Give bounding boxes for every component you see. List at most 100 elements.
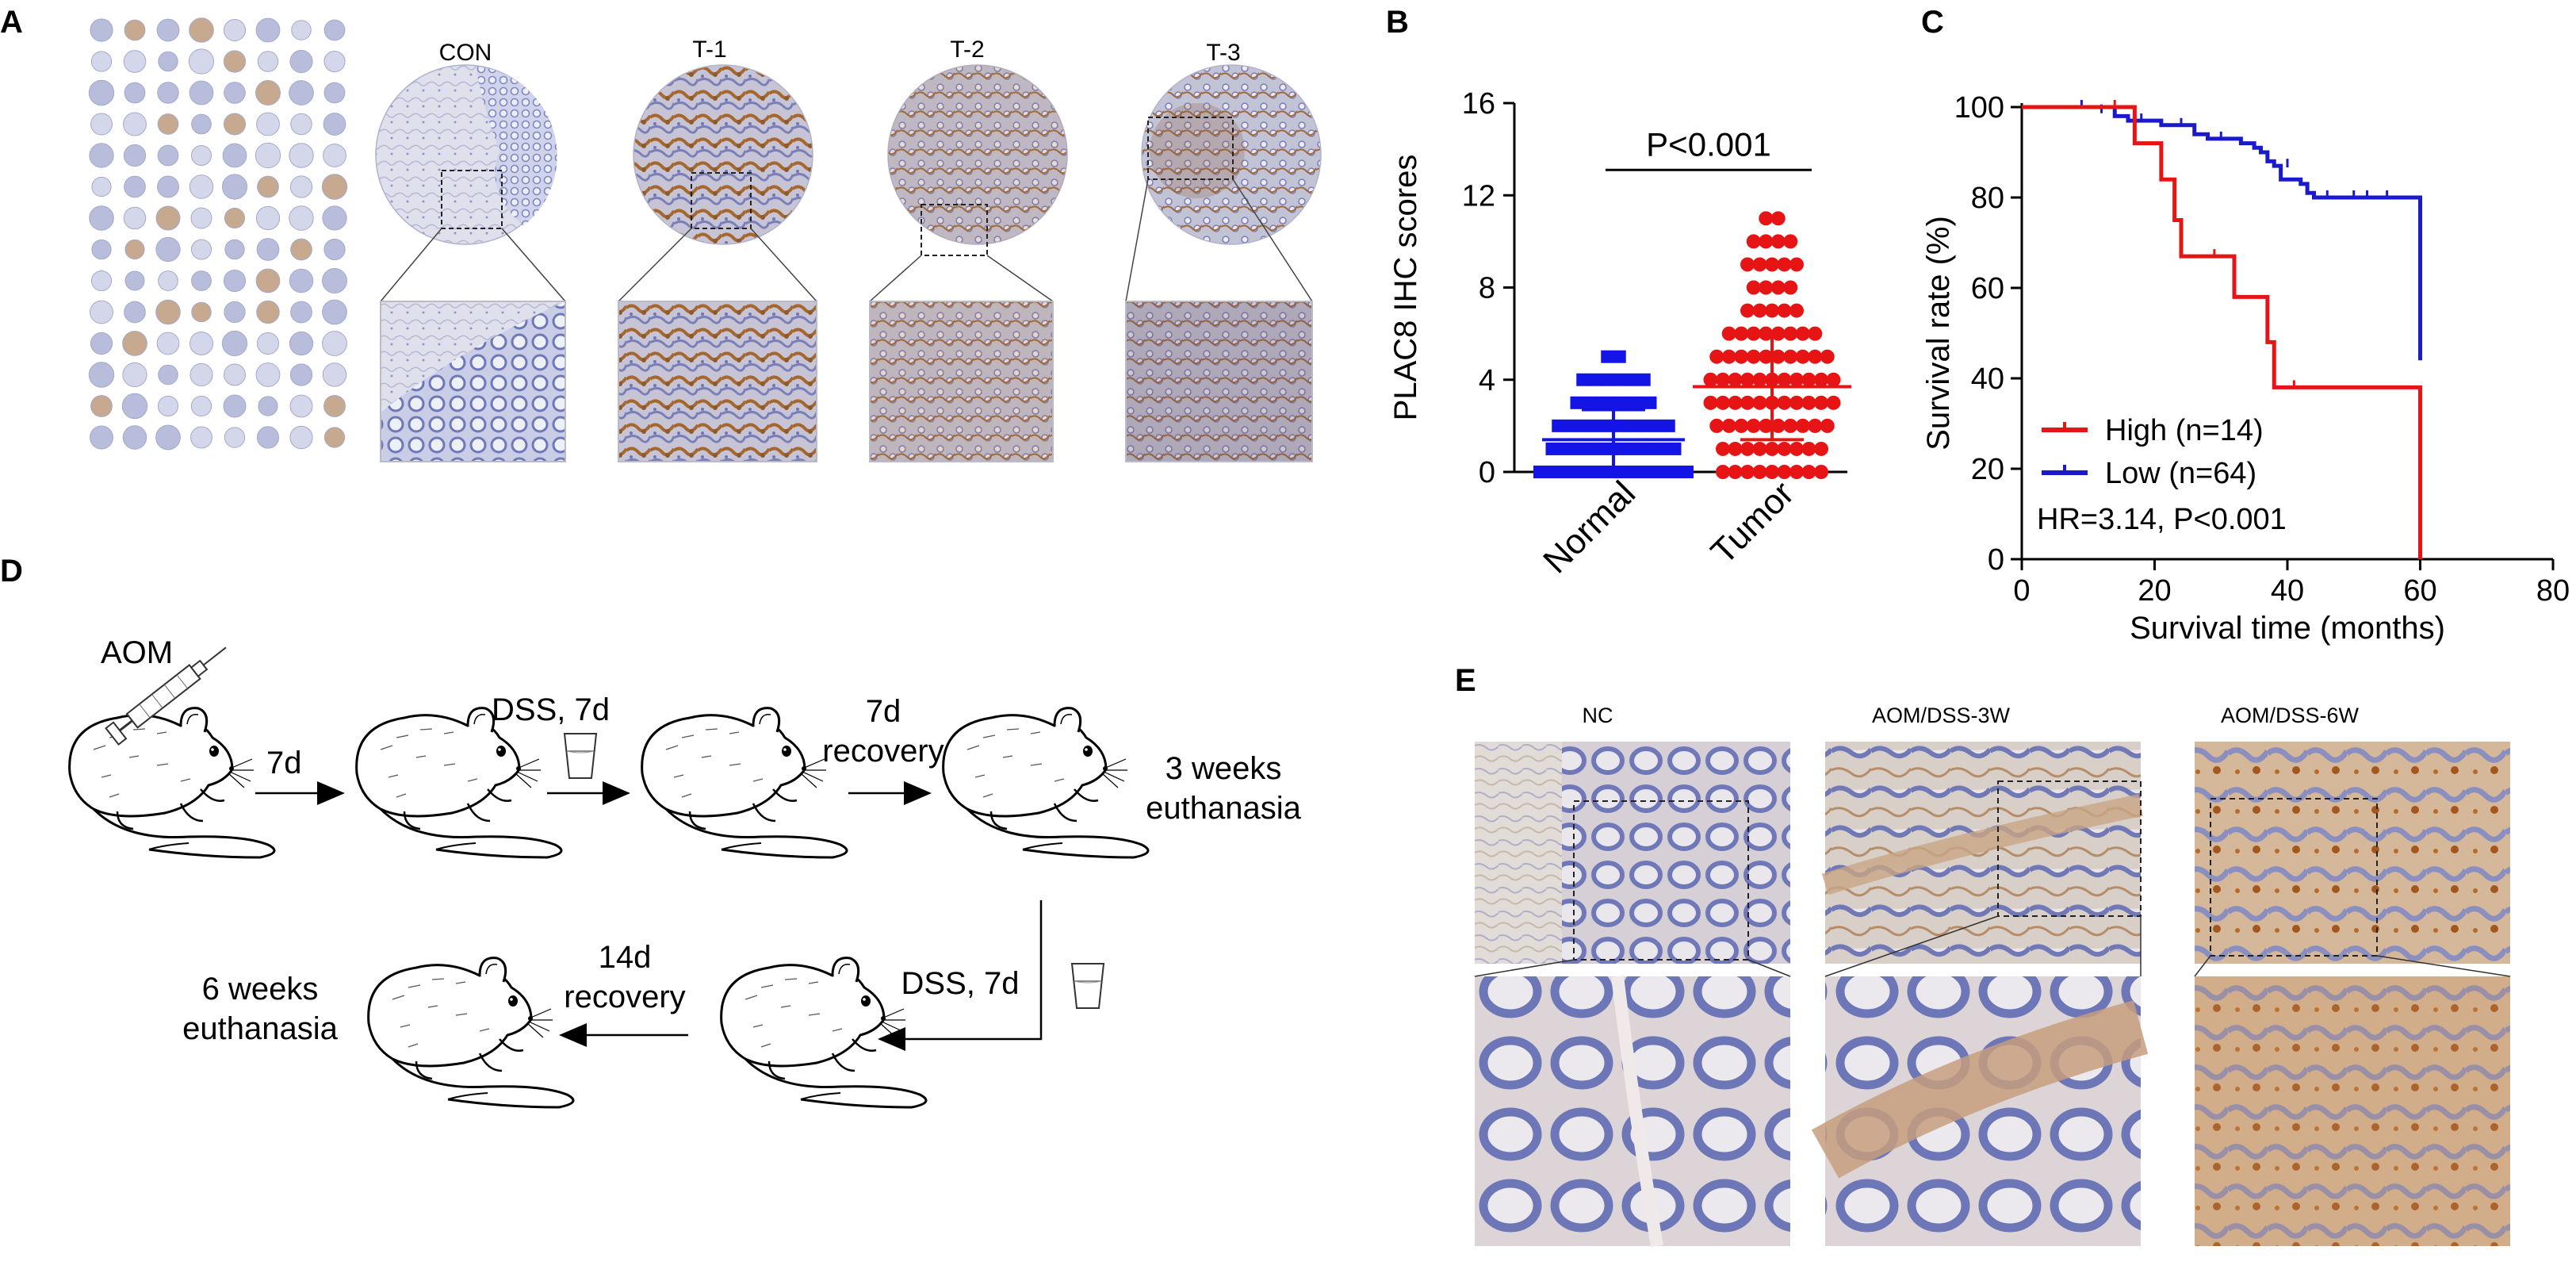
data-point: [1759, 349, 1774, 364]
x-tick-label: 80: [2536, 574, 2570, 608]
data-point: [1625, 419, 1639, 432]
tma-core: [255, 205, 281, 231]
data-point: [1662, 419, 1675, 432]
tma-core: [190, 239, 212, 260]
tma-core: [289, 80, 314, 105]
y-tick-label: 12: [1462, 179, 1495, 213]
tma-core: [289, 205, 314, 231]
data-point: [1759, 211, 1774, 226]
tma-core: [322, 268, 347, 293]
data-point: [1783, 349, 1798, 364]
tma-core: [90, 51, 113, 72]
data-point: [1619, 442, 1632, 455]
tma-core: [123, 144, 147, 167]
data-point: [1783, 280, 1798, 295]
data-point: [1558, 466, 1571, 478]
t2-zoom: [869, 301, 1054, 462]
col-label-6w: AOM/DSS-6W: [2220, 704, 2359, 727]
data-point: [1752, 395, 1767, 410]
tma-core: [190, 395, 212, 417]
tma-core: [256, 332, 280, 355]
data-point: [1740, 257, 1755, 272]
x-tick-label: Tumor: [1704, 474, 1801, 571]
panel-label-e: E: [1455, 663, 1476, 698]
data-point: [1759, 280, 1774, 295]
data-point: [1795, 349, 1810, 364]
data-point: [1765, 303, 1779, 318]
tma-core: [123, 112, 147, 136]
data-point: [1777, 441, 1792, 456]
tma-core: [90, 395, 113, 417]
data-point: [1777, 257, 1792, 272]
tma-core: [291, 20, 312, 40]
core-label-t1: T-1: [692, 36, 727, 63]
p-value-annotation: P<0.001: [1646, 125, 1771, 163]
data-point: [1594, 466, 1608, 478]
tma-core: [257, 175, 279, 198]
core-label-t3: T-3: [1206, 40, 1241, 66]
tma-core: [221, 330, 248, 357]
y-axis-label: Survival rate (%): [1921, 216, 1956, 451]
tma-core: [191, 301, 212, 323]
aom-dss-protocol-diagram: AOM 7d DSS, 7d 7d recovery 3 weeks eutha…: [68, 635, 1302, 1109]
data-point: [1789, 257, 1804, 272]
data-point: [1734, 349, 1749, 364]
data-point: [1613, 350, 1626, 363]
tma-core: [124, 301, 146, 324]
data-point: [1632, 396, 1644, 409]
tma-core: [191, 270, 212, 291]
endpoint-3-euthanasia: euthanasia: [1146, 791, 1301, 826]
tma-core: [257, 51, 279, 72]
data-point: [1703, 395, 1718, 410]
x-tick-label: 40: [2271, 574, 2304, 608]
data-point: [1814, 441, 1828, 456]
data-point: [1777, 372, 1792, 387]
tma-core: [255, 362, 281, 387]
tma-core: [89, 143, 114, 168]
data-point: [1801, 395, 1816, 410]
data-point: [1777, 395, 1792, 410]
tma-core: [157, 113, 179, 135]
data-point: [1716, 372, 1730, 387]
tma-core: [191, 113, 212, 135]
data-point: [1668, 466, 1682, 478]
tma-core: [124, 239, 145, 260]
y-tick-label: 0: [1479, 456, 1495, 489]
data-point: [1746, 349, 1761, 364]
data-point: [1644, 442, 1657, 455]
tma-core: [256, 300, 280, 324]
data-point: [1808, 349, 1823, 364]
tma-core: [256, 426, 280, 449]
data-point: [1770, 211, 1786, 226]
aom-dss-3w-low-mag: [1821, 742, 2143, 964]
data-point: [1533, 466, 1546, 478]
data-point: [1765, 441, 1779, 456]
tma-core: [157, 395, 179, 417]
data-point: [1789, 441, 1804, 456]
data-point: [1728, 372, 1743, 387]
data-point: [1795, 418, 1810, 433]
step-recovery-days: 7d: [866, 694, 901, 729]
tma-core: [88, 362, 115, 388]
tma-core: [323, 144, 346, 167]
tma-core: [323, 238, 346, 261]
y-tick-label: 4: [1479, 364, 1495, 397]
step-dss-2-label: DSS, 7d: [901, 966, 1020, 1001]
ihc-score-chart: 0 4 8 12 16 PLAC8 IHC scores Normal Tumor P<0.00…: [1388, 87, 1851, 581]
data-point: [1814, 372, 1828, 387]
col-label-3w: AOM/DSS-3W: [1871, 704, 2010, 727]
y-tick-label: 80: [1971, 182, 2004, 215]
tma-core: [90, 332, 113, 355]
data-point: [1716, 465, 1730, 479]
tma-core: [289, 143, 314, 168]
tma-core: [155, 236, 181, 263]
data-point: [1613, 373, 1626, 386]
colon-ihc-panel: [1475, 742, 2511, 1248]
tma-core: [323, 19, 346, 41]
legend-label: Low (n=64): [2105, 457, 2256, 490]
tma-core: [289, 49, 313, 74]
data-point: [1740, 303, 1755, 318]
tma-core: [90, 18, 113, 42]
tma-core: [322, 205, 347, 231]
